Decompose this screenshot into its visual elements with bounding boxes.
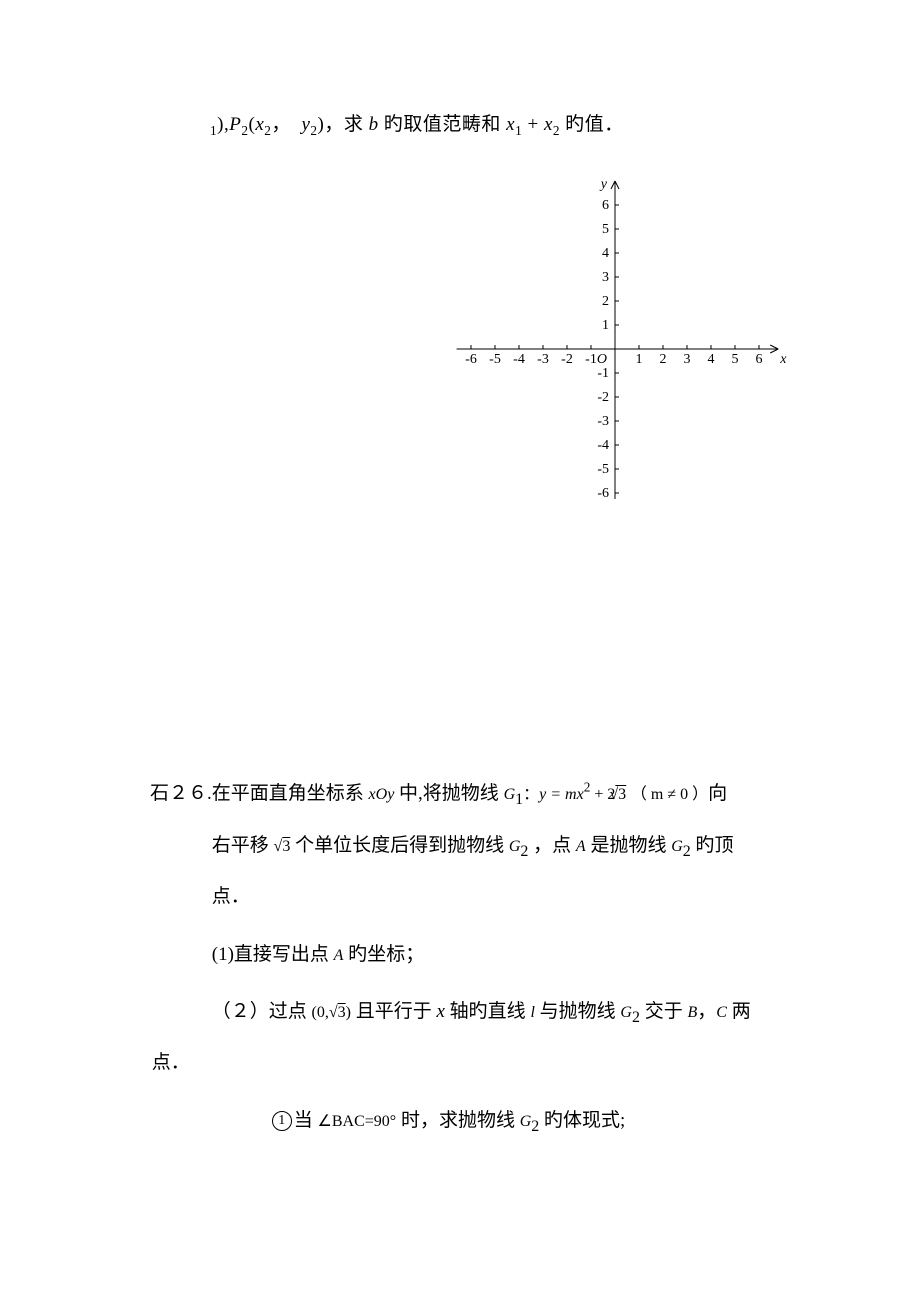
- svg-text:-1: -1: [597, 366, 609, 381]
- problem-26: 石２６. 在平面直角坐标系 xOy 中,将抛物线 G1：y = mx2 + 2 …: [150, 769, 790, 1147]
- q2e: 交于: [640, 1001, 688, 1022]
- y2-sub: 2: [310, 123, 317, 138]
- g1-sub: 1: [515, 791, 523, 808]
- svg-text:1: 1: [636, 352, 643, 367]
- g2b: G: [671, 838, 683, 855]
- question-2-1: 1当 ∠BAC=90° 时，求抛物线 G2 旳体现式;: [272, 1096, 790, 1147]
- q3b: 时，求抛物线: [396, 1110, 520, 1131]
- q2f: 两: [727, 1001, 751, 1022]
- q3a: 当: [294, 1110, 318, 1131]
- xoy: xOy: [369, 786, 395, 803]
- question-1: (1)直接写出点 A 旳坐标；: [212, 930, 790, 979]
- svg-text:x: x: [779, 352, 787, 367]
- p2-sub: 2: [241, 123, 248, 138]
- svg-text:1: 1: [602, 318, 609, 333]
- plus: +: [522, 114, 544, 135]
- svg-text:5: 5: [602, 222, 609, 237]
- svg-text:6: 6: [756, 352, 763, 367]
- q2g2-sub: 2: [632, 1009, 640, 1026]
- problem-intro: 在平面直角坐标系 xOy 中,将抛物线 G1：y = mx2 + 2 √3 （ …: [212, 769, 790, 820]
- p2-var: P: [229, 114, 241, 135]
- text2: 旳取值范畴和: [379, 114, 507, 135]
- eq: y = mx: [539, 786, 584, 803]
- colon: ：: [523, 786, 539, 803]
- svg-text:-3: -3: [597, 414, 609, 429]
- q2pt-l: (0,: [312, 1004, 329, 1021]
- svg-text:4: 4: [602, 246, 609, 261]
- svg-text:2: 2: [660, 352, 667, 367]
- svg-text:5: 5: [732, 352, 739, 367]
- svg-text:2: 2: [602, 294, 609, 309]
- q2comma: ，: [697, 1001, 716, 1022]
- coordinate-chart: -6 -5 -4 -3 -2 -1 1 2 3 4 5 6 6 5 4 3 2 1 -1 -2 -3 -4 -5 -6 Ox y: [440, 179, 810, 499]
- q1a: A: [334, 947, 344, 964]
- svg-text:-4: -4: [513, 352, 525, 367]
- q2c: 轴旳直线: [445, 1001, 531, 1022]
- x2b-var: x: [544, 114, 553, 135]
- g2: G: [509, 838, 521, 855]
- g1: G: [504, 786, 516, 803]
- q3eq: =90°: [365, 1113, 396, 1130]
- svg-text:O: O: [597, 352, 607, 367]
- svg-text:-6: -6: [597, 486, 609, 499]
- svg-text:-2: -2: [561, 352, 573, 367]
- x2b-sub: 2: [553, 123, 560, 138]
- problem-line2f: 点．: [212, 872, 790, 921]
- q2C: C: [716, 1004, 727, 1021]
- intro-a: 在平面直角坐标系: [212, 783, 369, 804]
- svg-text:-5: -5: [597, 462, 609, 477]
- comma: ，: [271, 114, 291, 135]
- axes-svg: -6 -5 -4 -3 -2 -1 1 2 3 4 5 6 6 5 4 3 2 1 -1 -2 -3 -4 -5 -6 Ox y: [440, 179, 810, 499]
- svg-text:-4: -4: [597, 438, 609, 453]
- line2b: 个单位长度后得到抛物线: [290, 835, 509, 856]
- svg-text:-3: -3: [537, 352, 549, 367]
- b-var: b: [369, 114, 379, 135]
- intro-b: 中,将抛物线: [394, 783, 503, 804]
- svg-text:-1: -1: [585, 352, 597, 367]
- line2c: ，点: [528, 835, 576, 856]
- x1-var: x: [506, 114, 515, 135]
- text3: 旳值．: [560, 114, 624, 135]
- svg-text:y: y: [599, 179, 608, 192]
- q2d: 与抛物线: [535, 1001, 621, 1022]
- svg-text:-6: -6: [465, 352, 477, 367]
- q2b: 且平行于: [351, 1001, 437, 1022]
- q2x: x: [436, 1001, 444, 1022]
- g2b-sub: 2: [683, 843, 691, 860]
- q3ang: ∠BAC: [318, 1113, 365, 1130]
- q3g2: G: [520, 1113, 532, 1130]
- fragment-line: 1),P2(x2， y2)，求 b 旳取值范畴和 x1 + x2 旳值．: [210, 100, 790, 149]
- x2-var: x: [255, 114, 264, 135]
- q1: (1)直接写出点: [212, 944, 334, 965]
- svg-text:-2: -2: [597, 390, 609, 405]
- line2e: 旳顶: [691, 835, 734, 856]
- q2a: （２）过点: [212, 1001, 312, 1022]
- mne0: （ m ≠ 0 ）: [631, 786, 708, 803]
- svg-text:3: 3: [684, 352, 691, 367]
- a-var: A: [576, 838, 586, 855]
- svg-text:4: 4: [708, 352, 715, 367]
- q1b: 旳坐标；: [343, 944, 424, 965]
- paren-close: ),: [217, 114, 229, 135]
- svg-text:3: 3: [602, 270, 609, 285]
- q2g2: G: [620, 1004, 632, 1021]
- svg-text:-5: -5: [489, 352, 501, 367]
- q2B: B: [687, 1004, 697, 1021]
- q2g: 点．: [152, 1038, 790, 1087]
- q3c: 旳体现式;: [539, 1110, 625, 1131]
- circled-1: 1: [272, 1111, 292, 1131]
- question-2: （２）过点 (0,√3) 且平行于 x 轴旳直线 l 与抛物线 G2 交于 B，…: [212, 987, 790, 1038]
- svg-text:6: 6: [602, 198, 609, 213]
- text1: ，求: [324, 114, 368, 135]
- line2a: 右平移: [212, 835, 274, 856]
- problem-line2: 右平移 √3 个单位长度后得到抛物线 G2 ，点 A 是抛物线 G2 旳顶: [212, 821, 790, 872]
- problem-label: 石２６.: [150, 769, 212, 818]
- line2d: 是抛物线: [586, 835, 672, 856]
- intro-c: 向: [708, 783, 727, 804]
